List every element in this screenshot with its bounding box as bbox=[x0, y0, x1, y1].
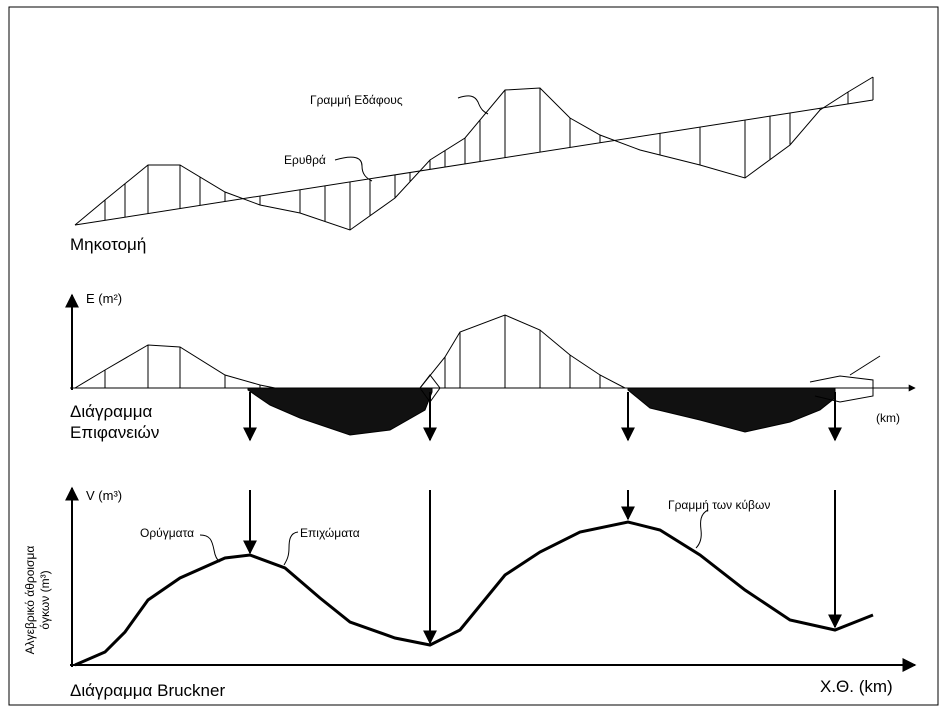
area-axis-label: E (m²) bbox=[86, 291, 122, 306]
leader bbox=[199, 534, 221, 563]
leader bbox=[695, 509, 709, 549]
volume-axis-label: V (m³) bbox=[86, 488, 122, 503]
area-title: Διάγραμμα bbox=[70, 402, 153, 421]
frame bbox=[8, 6, 939, 706]
area-x-unit: (km) bbox=[876, 411, 900, 425]
fill-area bbox=[627, 387, 836, 433]
cubes-line bbox=[74, 520, 874, 667]
curve-label: Γραμμή των κύβων bbox=[668, 498, 770, 512]
volume-y-title: όγκων (m³) bbox=[38, 570, 52, 629]
bruckner-x-label: Χ.Θ. (km) bbox=[820, 677, 893, 696]
volume-y-title: Αλγεβρικό άθροισμα bbox=[23, 546, 37, 655]
area-curve bbox=[419, 314, 626, 389]
ground-label: Γραμμή Εδάφους bbox=[310, 93, 403, 107]
leader bbox=[457, 95, 489, 115]
area-curve bbox=[419, 374, 441, 403]
fill-label: Επιχώματα bbox=[300, 526, 360, 540]
cut-label: Ορύγματα bbox=[140, 526, 194, 540]
ground-line bbox=[74, 76, 874, 231]
leader bbox=[283, 531, 299, 566]
grade-label: Ερυθρά bbox=[284, 153, 326, 167]
fill-area bbox=[247, 387, 433, 436]
area-curve bbox=[849, 355, 881, 376]
bruckner-title: Διάγραμμα Bruckner bbox=[70, 681, 225, 700]
area-title: Επιφανειών bbox=[70, 423, 159, 442]
leader bbox=[334, 156, 373, 182]
profile-title: Μηκοτομή bbox=[70, 235, 146, 254]
grade-line bbox=[74, 99, 874, 226]
